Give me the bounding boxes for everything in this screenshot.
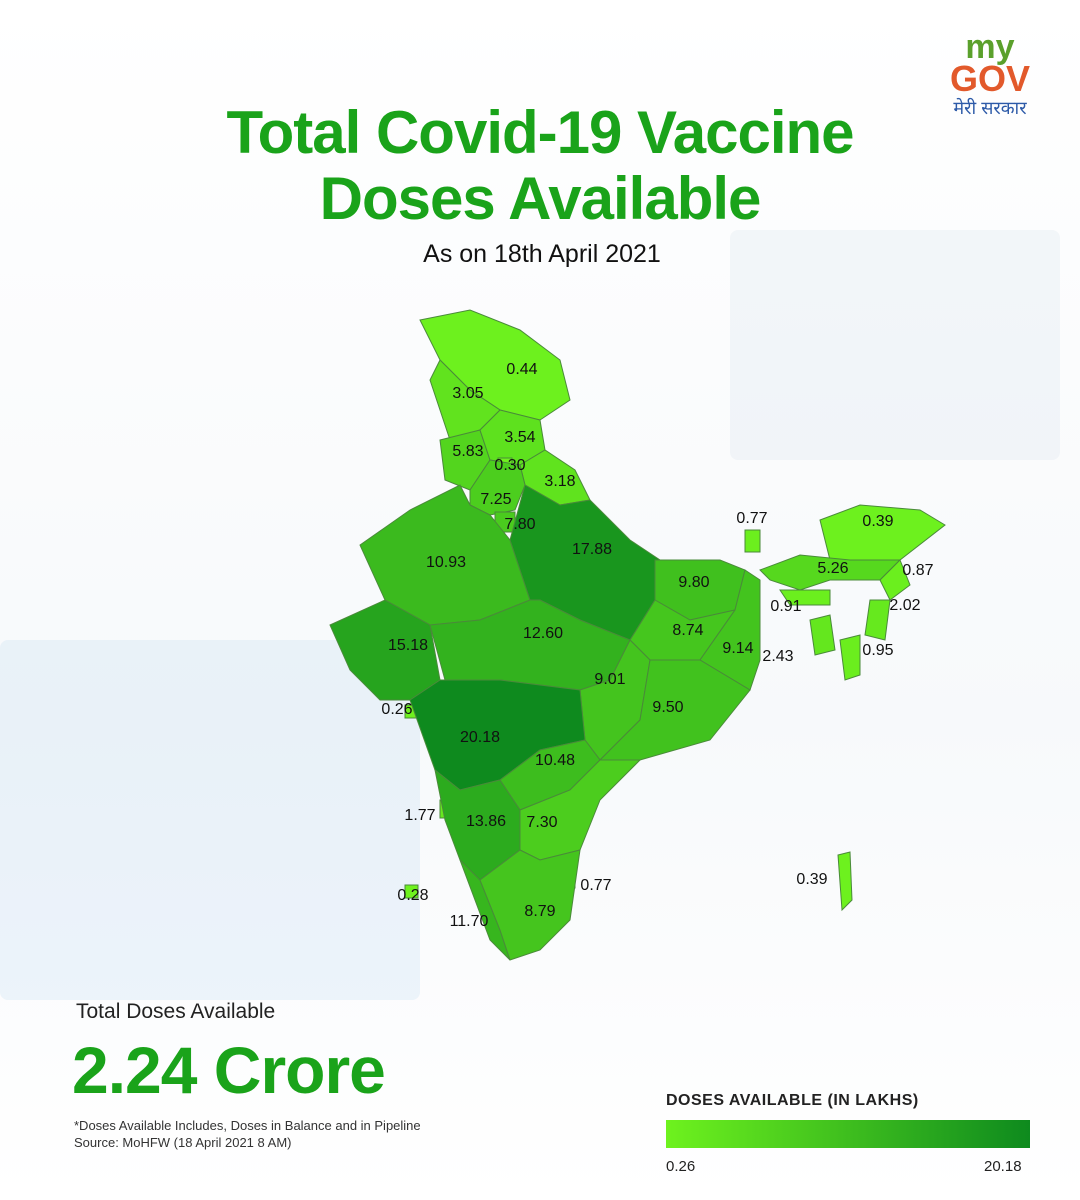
region-label: 12.60 — [523, 625, 563, 642]
legend-min: 0.26 — [666, 1158, 696, 1175]
logo: my GOV मेरी सरकार — [925, 28, 1055, 120]
logo-gov: GOV — [949, 58, 1030, 99]
legend-title: DOSES AVAILABLE (IN LAKHS) — [666, 1092, 919, 1109]
region-label: 0.39 — [796, 871, 827, 888]
region — [479, 849, 581, 961]
region-label: 0.28 — [397, 887, 428, 904]
total-value: 2.24 Crore — [72, 1033, 386, 1107]
region-label: 11.70 — [450, 913, 489, 930]
region-label: 0.39 — [862, 513, 893, 530]
footnote-text: *Doses Available Includes, Doses in Bala… — [74, 1118, 421, 1133]
subtitle: As on 18th April 2021 — [423, 240, 661, 268]
title: Total Covid-19 Vaccine Doses Available — [226, 99, 854, 232]
region-label: 0.91 — [770, 598, 801, 615]
region-label: 0.30 — [494, 457, 525, 474]
region-label: 17.88 — [572, 541, 612, 558]
region-label: 5.26 — [817, 560, 848, 577]
region-label: 0.95 — [862, 642, 893, 659]
region-label: 0.26 — [381, 701, 412, 718]
region — [744, 529, 761, 553]
region-label: 10.48 — [535, 752, 575, 769]
region-label: 0.77 — [736, 510, 767, 527]
region-label: 15.18 — [388, 637, 428, 654]
footnote: *Doses Available Includes, Doses in Bala… — [74, 1117, 421, 1151]
region — [864, 599, 891, 641]
region-label: 13.86 — [466, 813, 506, 830]
region-label: 10.93 — [426, 554, 466, 571]
legend-gradient — [666, 1120, 1030, 1148]
region-label: 5.83 — [452, 443, 483, 460]
region-label: 9.80 — [678, 574, 709, 591]
region-label: 9.01 — [594, 671, 625, 688]
region-label: 3.18 — [544, 473, 575, 490]
region — [839, 634, 861, 681]
region-label: 3.05 — [452, 385, 483, 402]
region-label: 2.02 — [889, 597, 920, 614]
region — [809, 614, 836, 656]
region-label: 9.14 — [722, 640, 753, 657]
region — [837, 851, 853, 912]
logo-my: my — [965, 28, 1015, 66]
region-label: 3.54 — [504, 429, 535, 446]
region-label: 7.30 — [526, 814, 557, 831]
hand-photo — [0, 640, 420, 1000]
source: Source: MoHFW (18 April 2021 8 AM) — [74, 1135, 292, 1150]
region — [779, 589, 831, 606]
total-label: Total Doses Available — [76, 1000, 276, 1023]
region-label: 0.44 — [506, 361, 537, 378]
region-label: 8.79 — [524, 903, 555, 920]
region-label: 0.77 — [580, 877, 611, 894]
logo-hindi: मेरी सरकार — [953, 98, 1027, 118]
region-label: 7.80 — [504, 516, 535, 533]
legend-max: 20.18 — [984, 1158, 1022, 1175]
vaccine-photo — [730, 230, 1060, 460]
region-label: 2.43 — [762, 648, 793, 665]
region-label: 0.87 — [902, 562, 933, 579]
region-label: 8.74 — [672, 622, 703, 639]
region — [879, 559, 911, 601]
region-label: 20.18 — [460, 729, 500, 746]
region-label: 9.50 — [652, 699, 683, 716]
region — [404, 884, 419, 899]
region-label: 1.77 — [404, 807, 435, 824]
region-label: 7.25 — [480, 491, 511, 508]
